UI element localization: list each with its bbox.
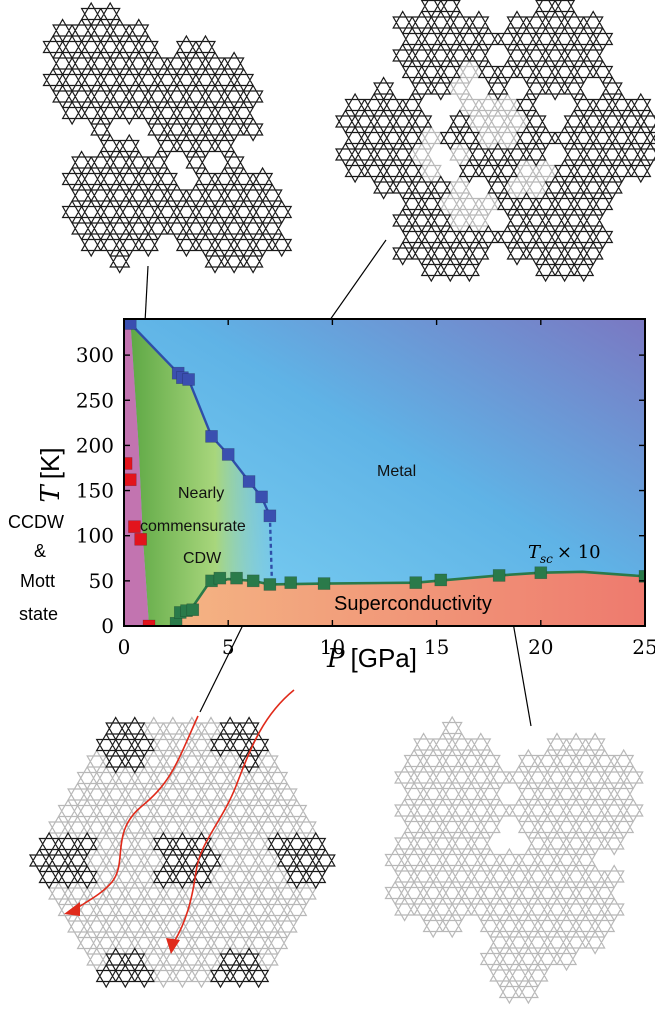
cdw-transition-marker-4 <box>205 430 218 443</box>
y-axis-unit: [K] <box>35 447 65 479</box>
nc-cdw-label-line1: Nearly <box>178 485 224 502</box>
sc-transition-marker-14 <box>534 566 548 580</box>
ccdw-side-label-3: Mott <box>20 571 55 591</box>
tsc-symbol: T <box>528 542 542 563</box>
cdw-transition-marker-3 <box>182 373 195 386</box>
sc-transition-marker-8 <box>263 578 277 591</box>
y-tick-label-1: 50 <box>89 569 114 593</box>
tsc-multiplier: × 10 <box>557 542 601 563</box>
metal-lattice-image <box>384 715 644 1005</box>
lattice-dark-stars <box>42 1 293 274</box>
x-tick-label-4: 20 <box>528 635 553 659</box>
sc-transition-marker-11 <box>409 576 423 589</box>
sc-transition-marker-15 <box>638 570 645 583</box>
lattice-light-stars <box>384 715 644 1005</box>
x-axis-unit: [GPa] <box>351 643 417 673</box>
x-tick-label-2: 10 <box>320 635 345 659</box>
nc-cdw-label-line3: CDW <box>183 550 222 567</box>
y-tick-label-5: 250 <box>76 388 114 412</box>
x-axis-var: P <box>326 644 345 674</box>
ccdw-transition-marker-0 <box>124 457 133 470</box>
cdw-transition-marker-5 <box>221 448 235 461</box>
sc-transition-marker-12 <box>434 573 448 587</box>
tsc-annotation: Tsc × 10 <box>528 542 601 566</box>
current-arrow-right-head <box>166 938 180 954</box>
cdw-boundary-dashed <box>268 515 274 584</box>
plot-frame <box>123 318 646 627</box>
cdw-transition-marker-6 <box>242 475 256 488</box>
y-axis-label: T [K] <box>35 447 66 502</box>
lattice-dark-stars <box>334 0 655 283</box>
sc-transition-marker-7 <box>246 574 260 588</box>
sc-transition-marker-13 <box>492 569 506 582</box>
superconductivity-label: Superconductivity <box>334 593 492 615</box>
ccdw-transition-marker-2 <box>128 520 141 533</box>
x-tick-label-5: 25 <box>632 635 655 659</box>
ncdw-phase-region <box>130 319 272 626</box>
cdw-transition-marker-7 <box>255 490 268 504</box>
sc-transition-marker-10 <box>317 577 331 590</box>
y-tick-label-0: 0 <box>101 614 114 638</box>
x-axis-label: P [GPa] <box>326 643 417 674</box>
lattice-light-stars <box>411 59 557 233</box>
y-tick-label-4: 200 <box>76 433 114 457</box>
ccdw-transition-marker-4 <box>142 619 156 626</box>
domain-wall-current-arrows <box>64 689 295 954</box>
ccdw-side-label-4: state <box>19 604 58 624</box>
sc-transition-marker-6 <box>230 571 243 585</box>
ccdw-side-label-2: & <box>34 541 46 561</box>
ccdw-transition-marker-1 <box>124 473 137 487</box>
lattice-light-stars <box>48 716 317 989</box>
x-tick-label-3: 15 <box>424 635 449 659</box>
current-arrow-right <box>173 689 295 943</box>
ccdw-side-label-1: CCDW <box>8 512 64 532</box>
tsc-subscript: sc <box>540 552 553 566</box>
y-tick-label-3: 150 <box>76 479 114 503</box>
x-tick-label-1: 5 <box>222 635 235 659</box>
ccdw-lattice-image <box>42 1 293 274</box>
sc-transition-marker-5 <box>213 571 227 585</box>
metal-label: Metal <box>377 463 416 480</box>
x-tick-label-0: 0 <box>118 635 131 659</box>
nc-cdw-label-line2: commensurate <box>140 518 246 535</box>
lattice-dark-stars <box>28 716 336 989</box>
sc-transition-marker-9 <box>284 576 298 589</box>
nccdw-lattice-image <box>334 0 655 283</box>
cdw-transition-marker-8 <box>263 509 277 523</box>
current-arrow-left-head <box>64 902 80 916</box>
sc-transition-marker-3 <box>186 603 200 617</box>
sc-transition-marker-0 <box>169 616 183 626</box>
sc-domain-lattice-image <box>28 716 336 989</box>
y-tick-label-2: 100 <box>76 524 114 548</box>
current-arrow-left <box>73 715 199 911</box>
y-axis-var: T <box>36 484 66 503</box>
ccdw-phase-region <box>124 319 150 626</box>
ccdw-transition-marker-3 <box>134 533 147 546</box>
y-tick-label-6: 300 <box>76 343 114 367</box>
